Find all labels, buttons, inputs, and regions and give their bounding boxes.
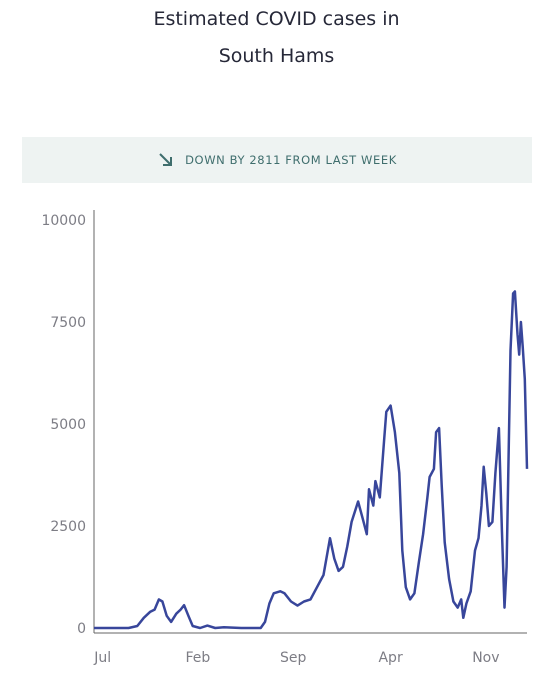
x-tick-label: Nov [472, 650, 499, 666]
trend-text: DOWN BY 2811 FROM LAST WEEK [185, 153, 397, 167]
y-tick-label: 7500 [50, 315, 86, 331]
arrow-down-right-icon [157, 151, 175, 169]
y-tick-label: 5000 [50, 417, 86, 433]
x-axis: Jul Feb Sep Apr Nov [93, 632, 527, 666]
y-tick-label: 2500 [50, 519, 86, 535]
chart-title-line-1: Estimated COVID cases in [153, 8, 400, 30]
y-tick-label: 10000 [41, 213, 86, 229]
line-chart: 0 2500 5000 7500 10000 Jul Feb Sep Apr Nov [41, 210, 529, 666]
y-axis: 0 2500 5000 7500 10000 [41, 210, 95, 637]
x-tick-label: Sep [280, 650, 307, 666]
trend-banner: DOWN BY 2811 FROM LAST WEEK [22, 137, 532, 183]
y-tick-label: 0 [77, 621, 86, 637]
x-tick-label: Apr [378, 650, 402, 666]
chart-title-line-2: South Hams [218, 45, 335, 67]
x-tick-label: Jul [93, 650, 111, 666]
x-tick-label: Feb [186, 650, 211, 666]
series-group [94, 290, 529, 630]
series-line [94, 290, 529, 630]
